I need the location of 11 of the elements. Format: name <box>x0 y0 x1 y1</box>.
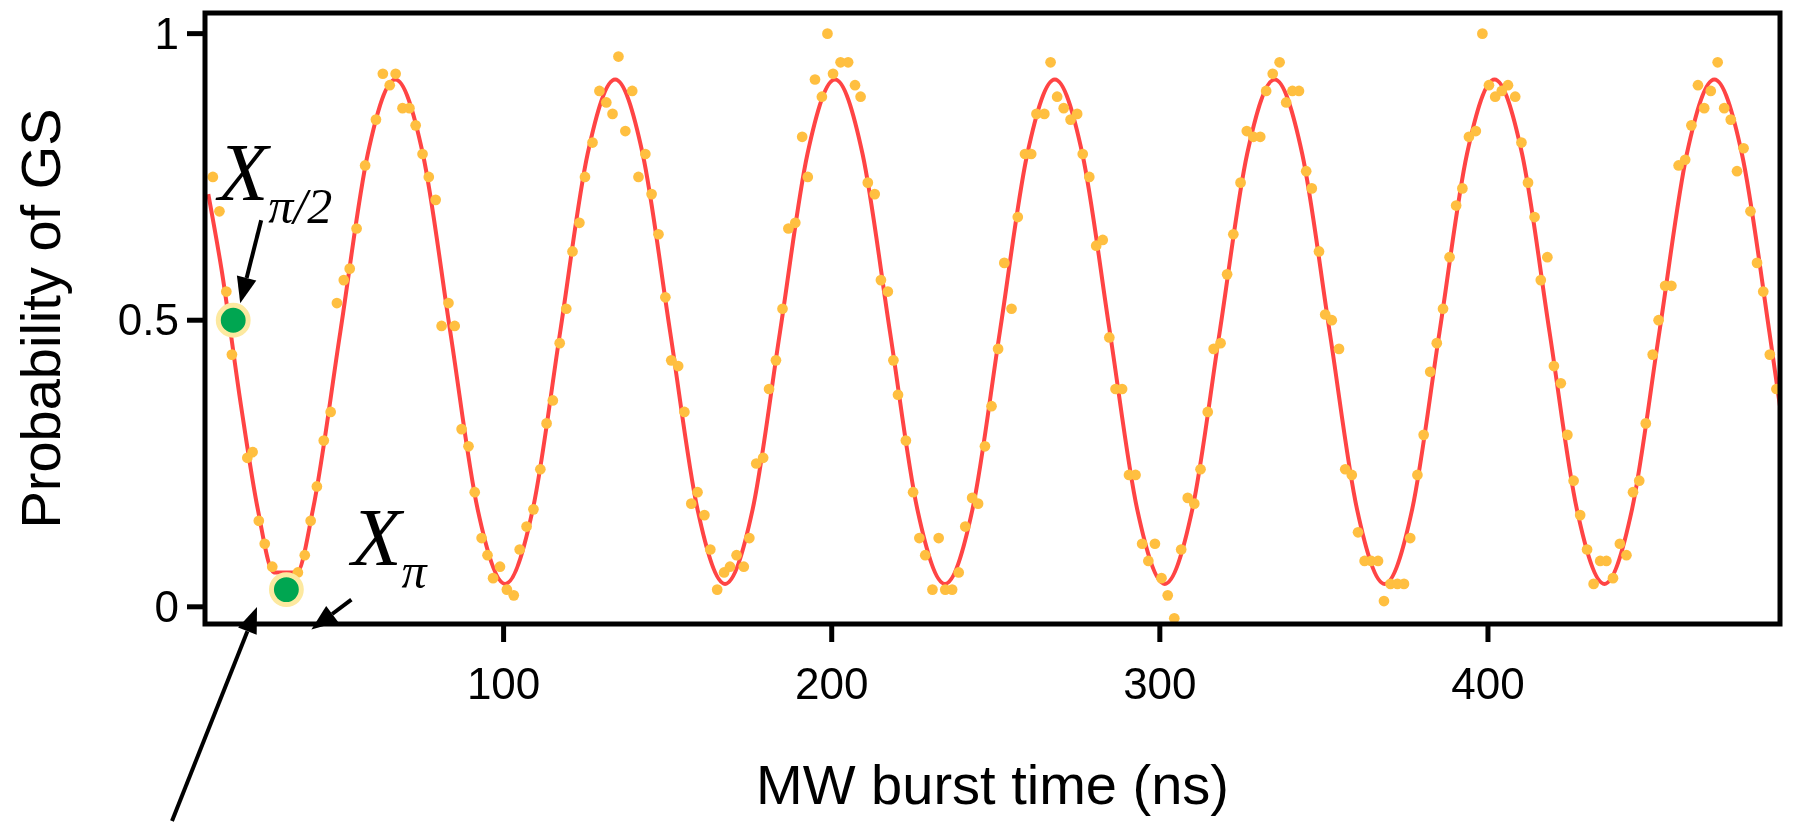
y-tick-label: 1 <box>154 8 179 58</box>
x-tick-label: 100 <box>466 659 541 708</box>
y-tick-label: 0 <box>154 581 179 631</box>
x-tick-label: 300 <box>1123 659 1197 708</box>
x-tick-label: 400 <box>1451 659 1525 708</box>
annotation: X$_{π}$ <box>348 491 429 599</box>
y-axis-title: Probability of GS <box>9 108 72 529</box>
x-tick-label: 200 <box>795 659 869 708</box>
y-tick-label: 0.5 <box>117 295 179 345</box>
x-axis-title: MW burst time (ns) <box>756 753 1229 816</box>
annotation: X$_{π/2}$ <box>215 127 333 234</box>
